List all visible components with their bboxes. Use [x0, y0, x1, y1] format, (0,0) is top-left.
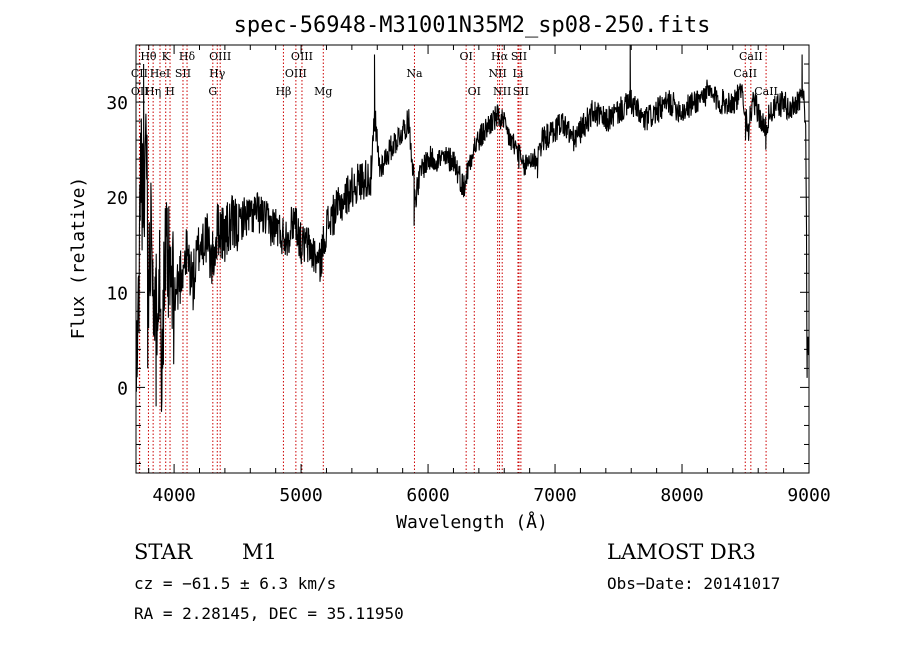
y-tick-label: 30 [106, 93, 128, 114]
coordinates-readout: RA = 2.28145, DEC = 35.11950 [134, 604, 404, 623]
label-hei: HeI [150, 67, 170, 80]
label-oi: OI [468, 85, 481, 98]
label-g: G [208, 85, 217, 98]
label-nii: NII [493, 85, 511, 98]
plot-frame [135, 44, 810, 474]
y-axis-label: Flux (relative) [68, 177, 89, 340]
label-oiii: OIII [291, 50, 313, 63]
x-tick-label: 9000 [787, 485, 830, 506]
x-axis-label: Wavelength (Å) [396, 511, 548, 533]
axis-ticks [136, 45, 810, 473]
chart-title: spec-56948-M31001N35M2_sp08-250.fits [234, 13, 711, 38]
label-hδ: Hδ [179, 50, 196, 63]
label-hβ: Hβ [275, 85, 291, 98]
label-caii: CaII [739, 50, 763, 63]
label-cii: CII [131, 67, 148, 80]
axis-tick-labels: 4000 5000 6000 7000 8000 9000 0 10 20 30 [106, 93, 830, 506]
x-tick-label: 8000 [660, 485, 703, 506]
x-tick-label: 6000 [406, 485, 449, 506]
observation-date: Obs−Date: 20141017 [607, 574, 781, 593]
label-hθ: Hθ [140, 50, 157, 63]
label-sii: SII [175, 67, 191, 80]
label-sii: SII [513, 85, 529, 98]
label-mg: Mg [314, 85, 332, 98]
redshift-readout: cz = −61.5 ± 6.3 km/s [134, 574, 337, 593]
survey-name: LAMOST DR3 [607, 540, 756, 564]
label-nii: NII [488, 67, 506, 80]
object-subclass: M1 [242, 540, 277, 564]
label-k: K [162, 50, 171, 63]
y-tick-label: 20 [106, 188, 128, 209]
label-h: H [165, 85, 175, 98]
label-sii: SII [511, 50, 527, 63]
label-oi: OI [459, 50, 472, 63]
x-tick-label: 7000 [533, 485, 576, 506]
spectrum-line [135, 44, 810, 412]
label-hγ: Hγ [209, 67, 226, 80]
label-oiii: OIII [209, 50, 231, 63]
label-hη: Hη [145, 85, 161, 98]
label-oiii: OIII [285, 67, 307, 80]
label-hα: Hα [491, 50, 509, 63]
label-caii: CaII [754, 85, 778, 98]
label-na: Na [406, 67, 423, 80]
label-li: Li [513, 67, 524, 80]
y-tick-label: 0 [117, 378, 128, 399]
x-tick-label: 5000 [279, 485, 322, 506]
label-caii: CaII [733, 67, 757, 80]
x-tick-label: 4000 [152, 485, 195, 506]
y-tick-label: 10 [106, 283, 128, 304]
object-class: STAR [134, 540, 193, 564]
